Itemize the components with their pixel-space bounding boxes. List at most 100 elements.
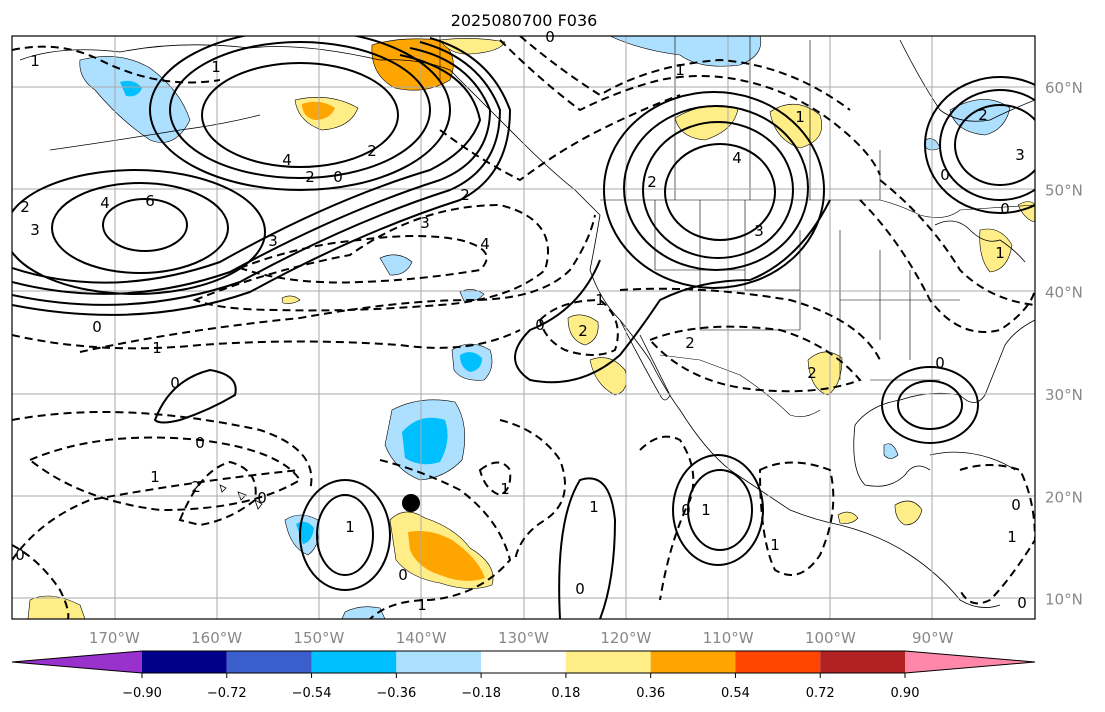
contour-label-neg2: 2 [460, 186, 470, 204]
yellow-patch-central-am [837, 511, 859, 524]
contour-label-0-mid2: 0 [195, 434, 205, 452]
colorbar-segment [820, 651, 905, 673]
colorbar-segment [396, 651, 482, 673]
border-canada-provinces [674, 36, 881, 200]
contour-label-0-hawaii: 0 [257, 489, 267, 507]
contour-neg-hawaii [178, 460, 257, 527]
colorbar-tick-label: −0.54 [292, 686, 332, 701]
contour-label-2-ak: 2 [367, 142, 377, 160]
contour-neg-north-2 [519, 36, 851, 111]
contour-label-1-us: 1 [795, 108, 805, 126]
y-tick-label: 20°N [1045, 488, 1083, 506]
contour-label-2-us: 2 [647, 173, 657, 191]
contour-label-neg1-hi: 1 [500, 480, 510, 498]
y-tick-label: 10°N [1045, 591, 1083, 609]
contour-label-4-ak: 4 [282, 151, 292, 169]
contour-label-1-mex: 1 [701, 501, 711, 519]
contour-neg-mid-2 [12, 411, 313, 491]
blue-patch-alaska-north [609, 36, 762, 67]
y-tick-label: 60°N [1045, 79, 1083, 97]
x-tick-label: 150°W [293, 629, 344, 647]
border-us-canada [600, 199, 1035, 218]
y-axis-ticks: 60°N 50°N 40°N 30°N 20°N 10°N [1045, 79, 1083, 608]
coast-yucatan [853, 424, 931, 487]
blue-patch-gulf [883, 443, 899, 459]
contour-jet-4 [12, 37, 512, 316]
contour-label-0-south: 0 [15, 546, 25, 564]
contour-neg-carib [959, 464, 1035, 605]
yellow-patch-baja [567, 314, 599, 346]
y-tick-label: 30°N [1045, 386, 1083, 404]
contour-neg-gulfalaska [439, 94, 681, 182]
x-axis-ticks: 170°W 160°W 150°W 140°W 130°W 120°W 110°W 100°W… [89, 629, 954, 647]
orange-patch-gulfalaska [371, 38, 454, 91]
contour-label-0-us: 0 [535, 316, 545, 334]
y-tick-label: 40°N [1045, 284, 1083, 302]
colorbar-tick-label: −0.36 [376, 686, 416, 701]
contour-label-neg4: 4 [480, 235, 490, 253]
contour-neg-southpac [12, 544, 70, 619]
contour-zero-south [558, 477, 617, 619]
contour-label-0-east: 0 [940, 166, 950, 184]
contour-neg-0 [12, 329, 521, 350]
colorbar-segment [226, 651, 312, 673]
contour-label-0-carib: 0 [1011, 496, 1021, 514]
contour-high-w-4 [51, 182, 229, 274]
yellow-patch-mexico [589, 357, 627, 396]
contour-high-ak-2 [169, 41, 431, 179]
contour-label-neg3: 3 [268, 232, 278, 250]
x-tick-label: 110°W [703, 629, 754, 647]
contour-neg-mid-3 [499, 419, 566, 561]
border-states [654, 200, 960, 381]
coast-alaska [19, 44, 601, 216]
x-tick-label: 100°W [805, 629, 856, 647]
colorbar-extend-high [905, 651, 1035, 673]
contour-label-0-mid: 0 [170, 374, 180, 392]
contour-high-mex [687, 469, 753, 551]
contour-label-neg1-pac: 1 [152, 339, 162, 357]
colorbar-extend-low [12, 651, 142, 673]
political-borders [439, 36, 1035, 417]
contour-label-0-south2: 0 [398, 566, 408, 584]
contour-label-4-w: 4 [100, 194, 110, 212]
contour-high-gulf [897, 380, 963, 430]
colorbar-tick-label: 0.36 [636, 686, 665, 701]
contour-high-ne-3 [939, 89, 1035, 201]
contour-label-1-north: 1 [675, 61, 685, 79]
contour-label-2-jet: 2 [305, 168, 315, 186]
colorbar-segment [142, 651, 227, 673]
contour-label-6: 6 [145, 192, 155, 210]
yellow-patch-canada [769, 103, 823, 149]
colorbar-tick-label: −0.18 [461, 686, 501, 701]
colorbar-tick-label: 0.18 [551, 686, 580, 701]
contour-high-us-2 [623, 105, 809, 271]
map-frame [11, 35, 1036, 620]
colorbar-segment [481, 651, 566, 673]
contour-high-mex-2 [672, 454, 764, 566]
contour-label-1-carib: 1 [1007, 528, 1017, 546]
contour-high-ak-1 [149, 36, 451, 191]
contour-jet-1 [12, 54, 482, 284]
colorbar-tick-label: −0.90 [122, 686, 162, 701]
contour-labels: 6 4 2 3 4 2 1 0 2 3 3 2 4 0 1 0 0 1 2 1 … [15, 28, 1027, 614]
contour-label-0-east2: 0 [1000, 200, 1010, 218]
yellow-patch-caribbean [894, 500, 923, 526]
colorbar-labels: −0.90 −0.72 −0.54 −0.36 −0.18 0.18 0.36 0.54 0.7… [122, 673, 919, 701]
contour-high-us-3 [642, 121, 794, 259]
contour-label-1-sm: 1 [589, 498, 599, 516]
colorbar-tick-label: 0.72 [806, 686, 835, 701]
contour-label-2-baja: 2 [578, 322, 588, 340]
contour-neg-sw-2 [619, 287, 881, 361]
contour-label-0-fl: 0 [935, 354, 945, 372]
map-content [12, 36, 1035, 619]
contour-label-3-w: 3 [30, 221, 40, 239]
colorbar-segment [735, 651, 821, 673]
contour-neg-hawaii-e [478, 461, 512, 497]
colorbar [11, 650, 1036, 674]
contour-high-us-4 [664, 143, 776, 241]
contour-neg-east [859, 199, 1035, 333]
cyan-patch-bering [120, 80, 142, 97]
orange-patch-south [408, 531, 485, 581]
contour-high-w-2 [12, 169, 266, 295]
x-tick-label: 140°W [396, 629, 447, 647]
